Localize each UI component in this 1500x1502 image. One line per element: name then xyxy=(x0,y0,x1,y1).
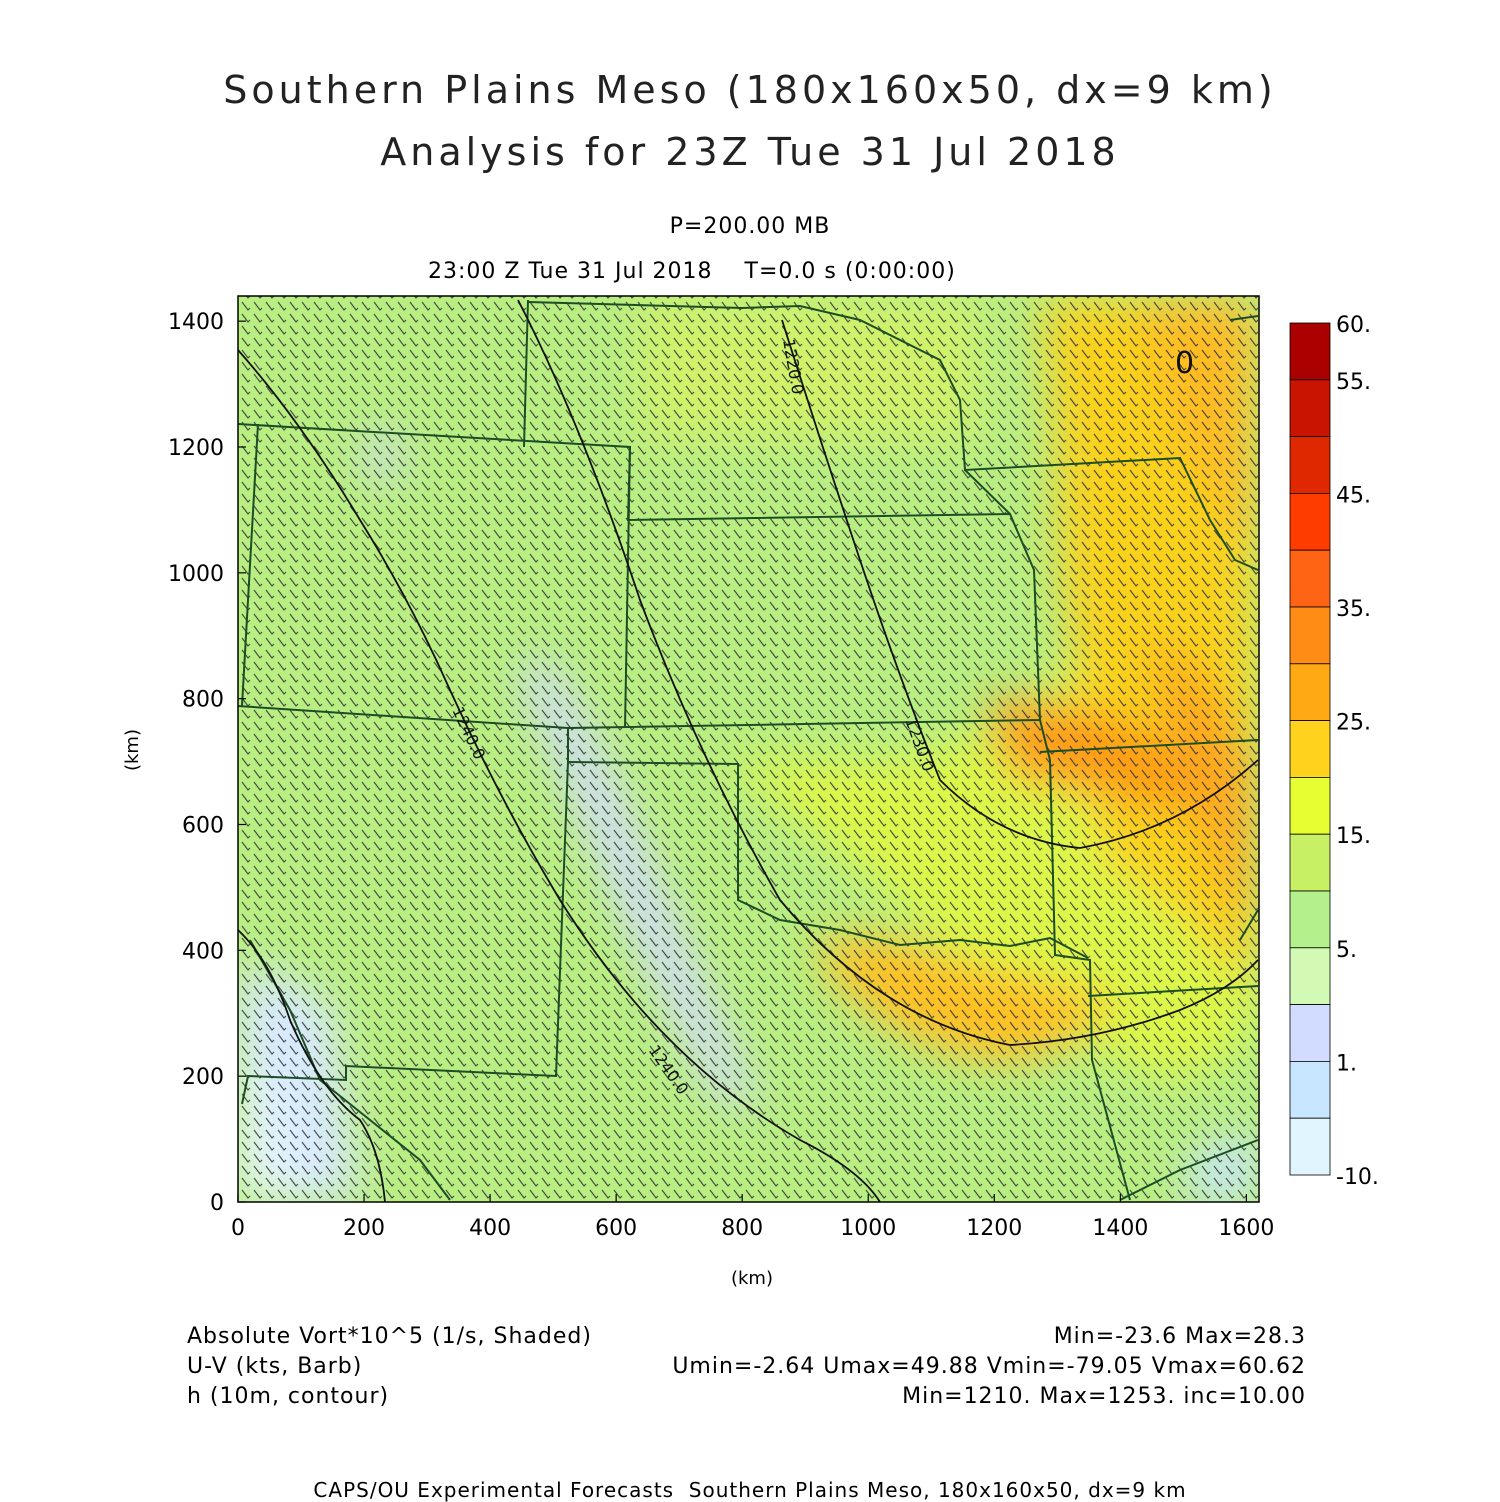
plot-title-line-1: Southern Plains Meso (180x160x50, dx=9 k… xyxy=(223,68,1277,112)
colorbar-label: 15. xyxy=(1336,824,1371,849)
x-axis: 0 200 400 600 800 1000 1200 1400 1600 xyxy=(231,1194,1274,1241)
contour-label: 0 xyxy=(1175,346,1194,381)
x-tick-label: 400 xyxy=(469,1216,511,1241)
plot-title-line-2: Analysis for 23Z Tue 31 Jul 2018 xyxy=(380,130,1120,174)
x-tick-label: 200 xyxy=(343,1216,385,1241)
colorbar-swatch xyxy=(1289,720,1331,778)
colorbar-swatch xyxy=(1289,436,1331,494)
plot-frame xyxy=(237,295,1260,1203)
y-tick-label: 1400 xyxy=(168,310,224,335)
valid-time: 23:00 Z Tue 31 Jul 2018 T=0.0 s (0:00:00… xyxy=(428,259,956,284)
x-tick-label: 1200 xyxy=(966,1216,1022,1241)
x-tick-label: 600 xyxy=(595,1216,637,1241)
x-axis-label: (km) xyxy=(731,1268,773,1289)
colorbar-swatch xyxy=(1289,1061,1331,1119)
colorbar-swatch xyxy=(1289,833,1331,892)
x-tick-label: 0 xyxy=(231,1216,245,1241)
colorbar-label: 55. xyxy=(1336,370,1371,395)
y-axis: 0 200 400 600 800 1000 1200 1400 xyxy=(168,310,246,1216)
y-tick-label: 1000 xyxy=(168,562,224,587)
colorbar-swatch xyxy=(1289,890,1331,949)
colorbar-swatch xyxy=(1289,379,1331,437)
state-boundaries xyxy=(238,299,1259,1201)
y-tick-label: 200 xyxy=(182,1065,224,1090)
colorbar-label: 60. xyxy=(1336,313,1371,338)
colorbar-labels: 60. 55. 45. 35. 25. 15. 5. 1. -10. xyxy=(1336,313,1379,1190)
colorbar-swatch xyxy=(1289,947,1331,1005)
legend-field-vorticity: Absolute Vort*10^5 (1/s, Shaded) xyxy=(187,1324,592,1349)
colorbar-label: 45. xyxy=(1336,483,1371,508)
y-tick-label: 0 xyxy=(210,1191,224,1216)
x-tick-label: 1400 xyxy=(1092,1216,1148,1241)
y-tick-label: 400 xyxy=(182,939,224,964)
y-tick-label: 1200 xyxy=(168,436,224,461)
colorbar-swatch xyxy=(1289,606,1331,665)
y-axis-label: (km) xyxy=(122,729,143,771)
y-tick-label: 600 xyxy=(182,814,224,839)
legend-stats-vorticity: Min=-23.6 Max=28.3 xyxy=(1053,1324,1306,1349)
colorbar-swatch xyxy=(1289,549,1331,608)
colorbar-label: 5. xyxy=(1336,938,1357,963)
colorbar-swatch xyxy=(1289,322,1331,381)
legend-field-height: h (10m, contour) xyxy=(187,1384,390,1409)
height-contours xyxy=(238,299,1259,1202)
pressure-level: P=200.00 MB xyxy=(669,214,831,239)
x-tick-label: 800 xyxy=(721,1216,763,1241)
colorbar-label: 35. xyxy=(1336,597,1371,622)
legend-field-wind: U-V (kts, Barb) xyxy=(187,1354,363,1379)
x-tick-label: 1600 xyxy=(1218,1216,1274,1241)
colorbar xyxy=(1289,322,1331,1176)
vorticity-shading xyxy=(238,296,1259,1202)
colorbar-label: -10. xyxy=(1336,1165,1379,1190)
legend-stats-height: Min=1210. Max=1253. inc=10.00 xyxy=(902,1384,1306,1409)
footer-credit: CAPS/OU Experimental Forecasts Southern … xyxy=(313,1478,1187,1502)
colorbar-swatch xyxy=(1289,1004,1331,1062)
y-tick-label: 800 xyxy=(182,688,224,713)
colorbar-label: 25. xyxy=(1336,711,1371,736)
colorbar-swatch xyxy=(1289,492,1331,551)
colorbar-label: 1. xyxy=(1336,1051,1357,1076)
colorbar-swatch xyxy=(1289,1117,1331,1176)
legend-stats-wind: Umin=-2.64 Umax=49.88 Vmin=-79.05 Vmax=6… xyxy=(672,1354,1306,1379)
x-tick-label: 1000 xyxy=(840,1216,896,1241)
colorbar-swatch xyxy=(1289,663,1331,721)
colorbar-swatch xyxy=(1289,777,1331,835)
